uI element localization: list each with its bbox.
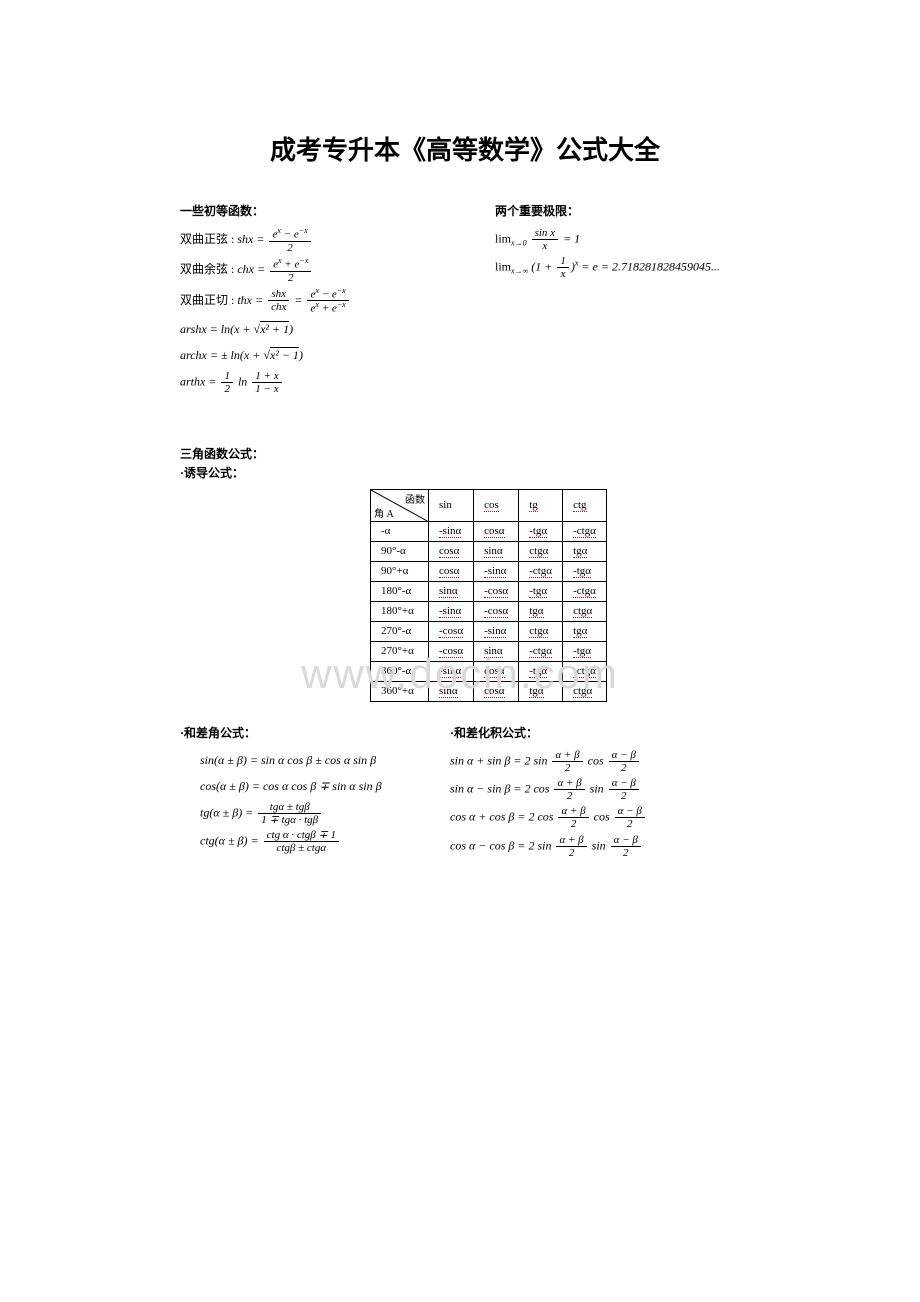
induction-heading: ·诱导公式：	[180, 464, 750, 481]
table-row: 90°+αcosα-sinα-ctgα-tgα	[371, 561, 607, 581]
diag-header: 函数 角 A	[371, 489, 429, 521]
table-row: 360°-α-sinαcosα-tgα-ctgα	[371, 661, 607, 681]
sum-diff-heading: ·和差角公式：	[180, 724, 440, 741]
chx-label: 双曲余弦 :	[180, 262, 234, 276]
induction-table: 函数 角 A sin cos tg ctg -α-sinαcosα-tgα-ct…	[370, 489, 607, 702]
sum-to-product-heading: ·和差化积公式：	[450, 724, 750, 741]
limits-heading: 两个重要极限：	[495, 202, 750, 219]
right-col: 两个重要极限： limx→0 sin xx = 1 limx→∞ (1 + 1x…	[495, 202, 750, 415]
elementary-heading: 一些初等函数：	[180, 202, 435, 219]
table-header-row: 函数 角 A sin cos tg ctg	[371, 489, 607, 521]
col-sin: sin	[429, 489, 474, 521]
diag-top-label: 函数	[405, 491, 425, 506]
table-row: 270°+α-cosαsinα-ctgα-tgα	[371, 641, 607, 661]
sum-diff-formulas: sin(α ± β) = sin α cos β ± cos α sin β c…	[180, 749, 440, 854]
bottom-columns: ·和差角公式： sin(α ± β) = sin α cos β ± cos α…	[180, 724, 750, 879]
trig-heading: 三角函数公式：	[180, 445, 750, 462]
sum-to-product-formulas: sin α + sin β = 2 sin α + β2 cos α − β2 …	[450, 749, 750, 859]
limit-formulas: limx→0 sin xx = 1 limx→∞ (1 + 1x)x = e =…	[495, 227, 750, 280]
hyperbolic-formulas: 双曲正弦 : shx = ex − e−x2 双曲余弦 : chx = ex +…	[180, 227, 435, 395]
table-row: 270°-α-cosα-sinαctgαtgα	[371, 621, 607, 641]
thx-label: 双曲正切 :	[180, 293, 234, 307]
col-ctg: ctg	[563, 489, 607, 521]
col-cos: cos	[474, 489, 519, 521]
table-row: 180°-αsinα-cosα-tgα-ctgα	[371, 581, 607, 601]
table-row: 360°+αsinαcosαtgαctgα	[371, 681, 607, 701]
left-col: 一些初等函数： 双曲正弦 : shx = ex − e−x2 双曲余弦 : ch…	[180, 202, 435, 415]
sum-to-product-col: ·和差化积公式： sin α + sin β = 2 sin α + β2 co…	[440, 724, 750, 879]
page-title: 成考专升本《高等数学》公式大全	[180, 130, 750, 167]
table-row: 180°+α-sinα-cosαtgαctgα	[371, 601, 607, 621]
diag-bot-label: 角 A	[374, 505, 394, 520]
e-value: 2.718281828459045...	[612, 260, 720, 274]
shx-label: 双曲正弦 :	[180, 232, 234, 246]
table-row: 90°-αcosαsinαctgαtgα	[371, 541, 607, 561]
table-row: -α-sinαcosα-tgα-ctgα	[371, 521, 607, 541]
col-tg: tg	[519, 489, 563, 521]
sum-diff-col: ·和差角公式： sin(α ± β) = sin α cos β ± cos α…	[180, 724, 440, 879]
top-columns: 一些初等函数： 双曲正弦 : shx = ex − e−x2 双曲余弦 : ch…	[180, 202, 750, 415]
